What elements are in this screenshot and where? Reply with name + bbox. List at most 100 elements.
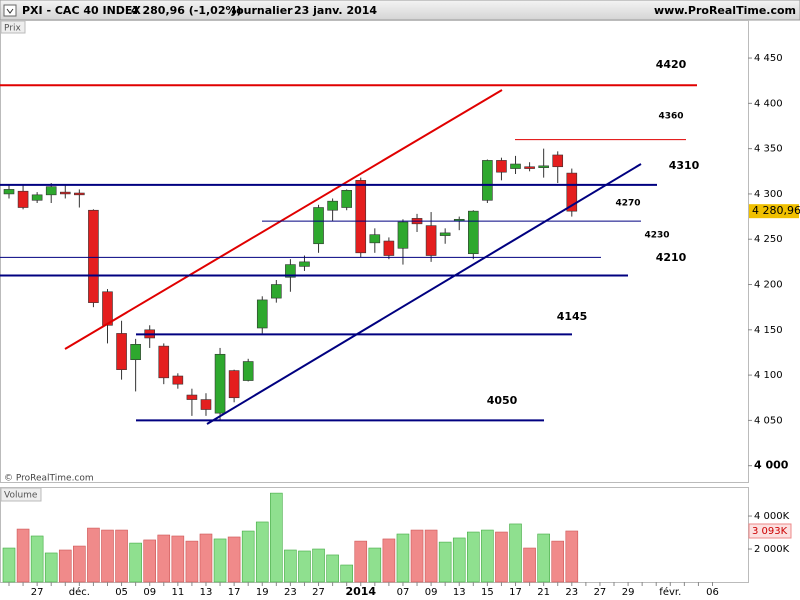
x-tick-label: 05 xyxy=(115,587,128,598)
x-tick-label: 21 xyxy=(537,587,550,598)
last-volume-box xyxy=(748,523,792,539)
candle-body xyxy=(17,190,29,208)
volume-bar xyxy=(2,547,16,583)
candle-body xyxy=(510,163,521,169)
y-tick-label: 4 300 xyxy=(754,189,783,200)
volume-bar xyxy=(157,534,171,583)
volume-bar xyxy=(396,533,410,583)
last-price-label: 4 280,96 xyxy=(752,204,800,217)
last-volume-label: 3 093K xyxy=(752,526,788,537)
candle-body xyxy=(482,160,493,201)
volume-bar xyxy=(467,531,480,583)
candle-body xyxy=(299,261,310,267)
x-tick-label: 09 xyxy=(425,587,438,598)
volume-bar xyxy=(115,529,128,583)
volume-bar xyxy=(551,540,565,583)
site: www.ProRealTime.com xyxy=(654,4,796,17)
candle-body xyxy=(88,209,99,303)
candle-body xyxy=(130,344,141,361)
symbol: PXI - CAC 40 INDEX xyxy=(22,4,141,17)
candle-body xyxy=(116,333,127,370)
price-label: Prix xyxy=(4,24,21,34)
volume-bar xyxy=(270,492,283,583)
volume-bar xyxy=(495,531,508,583)
menu-icon[interactable] xyxy=(3,4,17,17)
x-tick-label: 13 xyxy=(200,587,213,598)
volume-bar xyxy=(410,529,424,583)
volume-bar xyxy=(452,537,466,583)
y-tick-label: 4 450 xyxy=(754,53,783,64)
x-tick-label: 27 xyxy=(594,587,607,598)
candle-body xyxy=(285,264,296,278)
candle-body xyxy=(102,291,113,326)
volume-bar xyxy=(16,528,30,583)
candle-body xyxy=(524,166,535,169)
volume-y-tick-label: 2 000K xyxy=(754,544,790,555)
x-tick-label: 23 xyxy=(565,587,578,598)
volume-bar xyxy=(438,541,452,583)
x-tick-label: 11 xyxy=(171,587,184,598)
candle-body xyxy=(439,232,451,236)
candle-body xyxy=(200,399,212,410)
volume-bar xyxy=(30,535,44,583)
x-tick-label: 29 xyxy=(622,587,635,598)
y-tick-label: 4 050 xyxy=(754,415,783,426)
period: Journalier xyxy=(231,4,293,17)
candle-body xyxy=(397,221,409,249)
candle-body xyxy=(271,284,282,299)
x-tick-label: 27 xyxy=(312,587,325,598)
volume-bar xyxy=(143,539,156,583)
volume-y-tick-label: 4 000K xyxy=(754,511,790,522)
y-tick-label: 4 200 xyxy=(754,280,783,291)
x-tick-label: 15 xyxy=(481,587,494,598)
candle-body xyxy=(327,200,338,211)
menu-arrow xyxy=(6,8,14,14)
volume-bar xyxy=(58,549,72,583)
trend-line xyxy=(64,89,503,350)
y-tick-label: 4 000 xyxy=(754,459,789,472)
volume-bar xyxy=(298,550,311,583)
volume-bar xyxy=(241,530,255,583)
candle-body xyxy=(242,361,254,381)
quote: 4 280,96 (-1,02%) xyxy=(131,4,242,17)
x-tick-label: 17 xyxy=(509,587,522,598)
x-tick-label: déc. xyxy=(69,586,90,598)
volume-bar xyxy=(73,545,86,583)
candle-body xyxy=(566,172,578,212)
volume-bar xyxy=(213,538,227,583)
candle-body xyxy=(552,154,564,168)
volume-bar xyxy=(171,535,185,583)
candle-body xyxy=(172,375,184,385)
x-tick-label: 09 xyxy=(143,587,156,598)
volume-bar xyxy=(101,529,114,583)
x-tick-label: 27 xyxy=(31,587,44,598)
volume-bar xyxy=(424,529,438,583)
candle-body xyxy=(341,190,352,208)
y-tick-label: 4 150 xyxy=(754,325,783,336)
trend-line xyxy=(206,163,642,425)
volume-bar xyxy=(523,547,536,583)
x-tick-label: 17 xyxy=(228,587,241,598)
candle-body xyxy=(3,189,15,195)
candle-body xyxy=(228,370,240,399)
level-label: 4310 xyxy=(669,159,700,172)
volume-bar xyxy=(284,549,297,583)
level-label: 4270 xyxy=(615,199,640,209)
x-tick-label: 06 xyxy=(706,587,719,598)
level-label: 4145 xyxy=(557,310,588,323)
last-price-box xyxy=(749,204,799,219)
level-label: 4050 xyxy=(487,394,518,407)
volume-bar xyxy=(129,542,142,583)
volume-bar xyxy=(185,540,199,583)
level-label: 4230 xyxy=(644,231,669,241)
y-tick-label: 4 100 xyxy=(754,370,783,381)
x-tick-label: 13 xyxy=(453,587,466,598)
candle-body xyxy=(74,192,85,196)
volume-bar xyxy=(565,530,579,583)
volume-tag xyxy=(0,487,42,502)
candle-body xyxy=(256,299,268,329)
candle-body xyxy=(31,194,43,201)
candle-body xyxy=(59,191,71,195)
